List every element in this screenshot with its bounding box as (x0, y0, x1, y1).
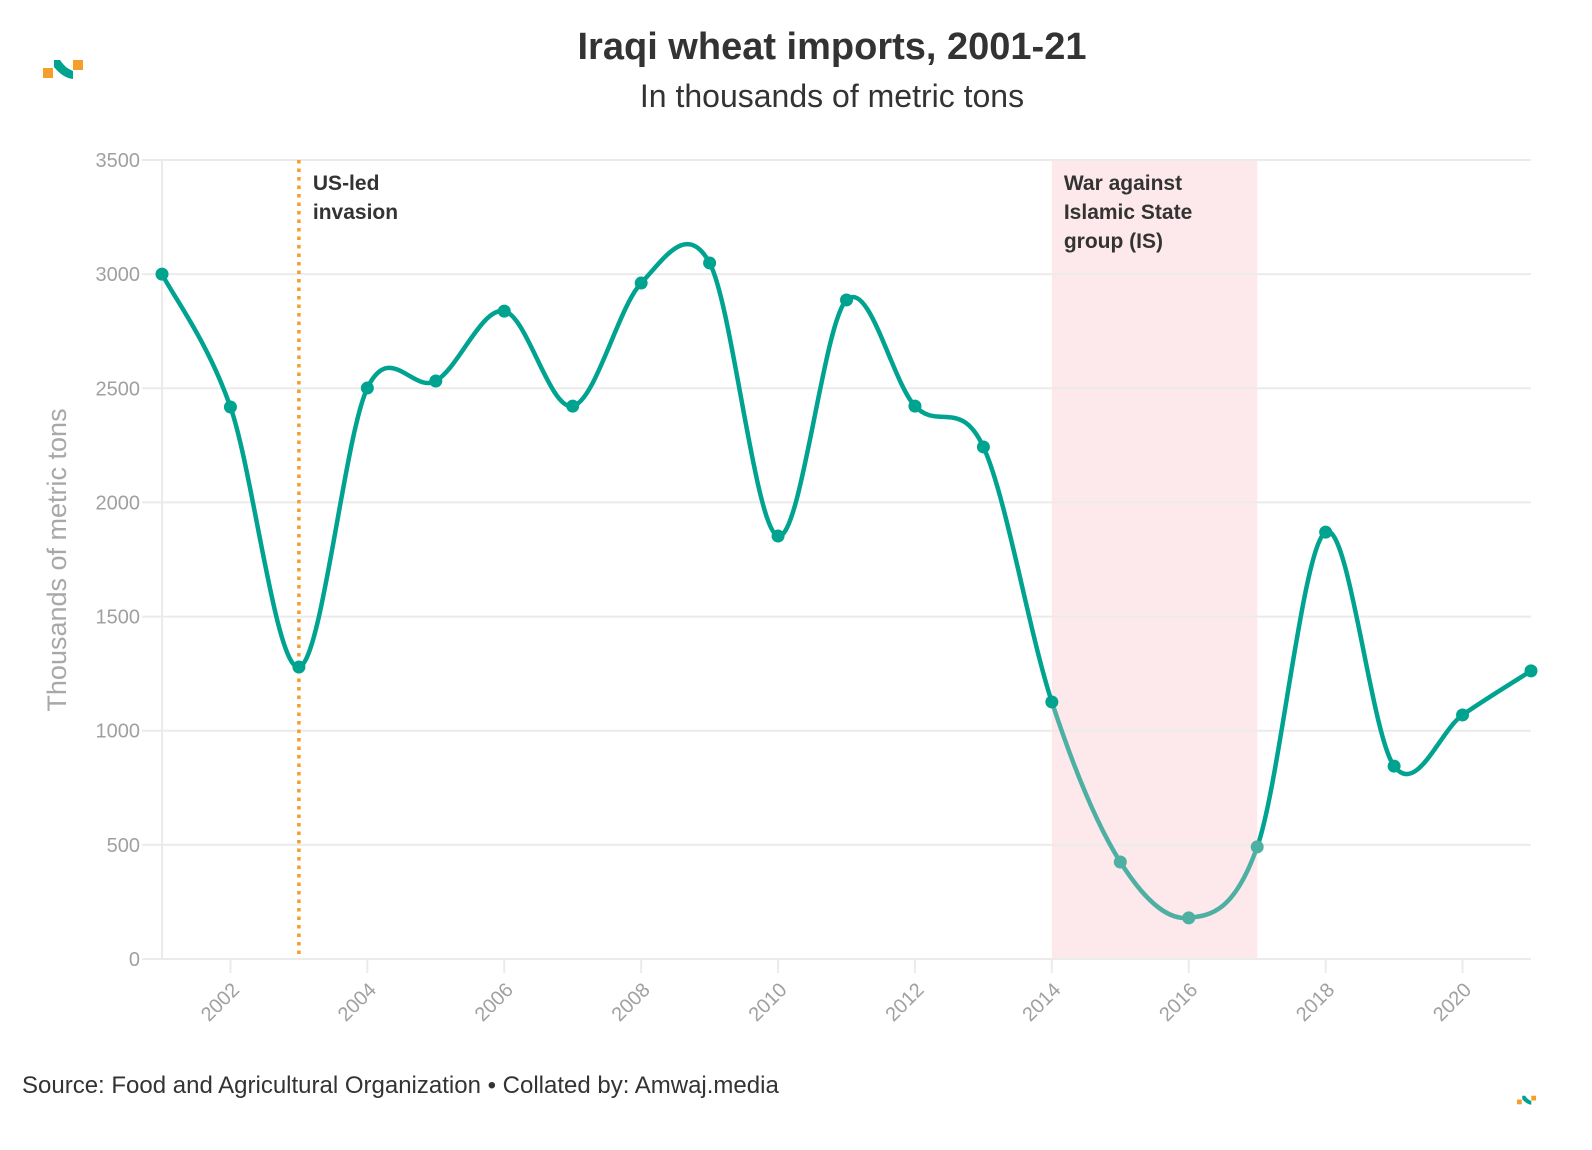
y-tick-label: 2500 (96, 378, 141, 400)
data-point (1250, 840, 1264, 854)
series-line-segment (1460, 668, 1534, 718)
series-line-segment (638, 241, 712, 286)
data-point (703, 256, 717, 270)
x-tick-label: 2004 (334, 979, 381, 1026)
data-point (429, 374, 443, 388)
series-line-segment (1254, 529, 1328, 850)
source-note: Source: Food and Agricultural Organizati… (22, 1072, 779, 1099)
data-point (155, 267, 169, 281)
series-line-segment (296, 385, 370, 670)
data-point (1524, 664, 1538, 678)
y-tick-label: 3000 (96, 264, 141, 286)
series-line-segment (1323, 529, 1397, 769)
x-tick-label: 2002 (197, 979, 244, 1026)
x-tick-label: 2006 (471, 979, 518, 1026)
invasion-annotation: US-led (313, 172, 380, 195)
data-point (1319, 525, 1333, 539)
data-point (1387, 759, 1401, 773)
series-line-segment (570, 280, 644, 409)
data-point (566, 399, 580, 413)
war-period-band (1051, 160, 1258, 959)
series-line-segment (1391, 712, 1465, 777)
chart-title: Iraqi wheat imports, 2001-21 (577, 26, 1087, 68)
series-line-segment (1118, 859, 1191, 921)
data-point (1045, 695, 1059, 709)
war-annotation: War against (1064, 172, 1182, 195)
y-tick-label: 1000 (96, 721, 141, 743)
data-point (1113, 855, 1127, 869)
data-point (292, 660, 306, 674)
series-line-segment (1186, 844, 1260, 921)
data-point (1456, 708, 1470, 722)
y-tick-label: 0 (129, 949, 140, 971)
chart-subtitle: In thousands of metric tons (639, 78, 1025, 114)
amwaj-logo-icon (43, 60, 83, 79)
series-line-segment (433, 308, 507, 384)
y-tick-label: 1500 (96, 607, 141, 629)
y-tick-label: 500 (107, 835, 140, 857)
data-point (840, 293, 853, 307)
x-tick-label: 2014 (1018, 979, 1065, 1026)
series-line-segment (228, 404, 302, 670)
data-point (908, 399, 922, 413)
x-tick-label: 2020 (1429, 979, 1476, 1026)
series-line-segment (365, 365, 439, 391)
war-annotation: Islamic State (1064, 201, 1192, 224)
y-tick-label: 2000 (96, 492, 141, 514)
data-point (223, 400, 237, 414)
data-point (976, 440, 990, 454)
data-point (771, 529, 785, 543)
data-point (634, 276, 648, 290)
series-line-segment (775, 297, 849, 539)
y-tick-label: 3500 (96, 150, 141, 172)
x-tick-label: 2018 (1292, 979, 1339, 1026)
x-tick-label: 2012 (881, 979, 928, 1026)
series-line-segment (1049, 699, 1123, 865)
series-line-segment (707, 260, 781, 539)
series-line-segment (981, 444, 1055, 705)
x-tick-label: 2008 (608, 979, 655, 1026)
series-line-segment (502, 308, 575, 409)
y-axis-label: Thousands of metric tons (42, 408, 72, 711)
data-point (1182, 911, 1196, 925)
invasion-annotation: invasion (313, 201, 398, 224)
series-line-segment (844, 294, 918, 409)
war-annotation: group (IS) (1064, 230, 1163, 253)
data-point (360, 381, 374, 395)
series-line-segment (912, 403, 986, 450)
series-line-segment (159, 271, 233, 410)
x-tick-label: 2016 (1155, 979, 1202, 1026)
data-point (497, 304, 511, 318)
x-tick-label: 2010 (745, 979, 792, 1026)
amwaj-logo-small-icon (1517, 1095, 1537, 1105)
